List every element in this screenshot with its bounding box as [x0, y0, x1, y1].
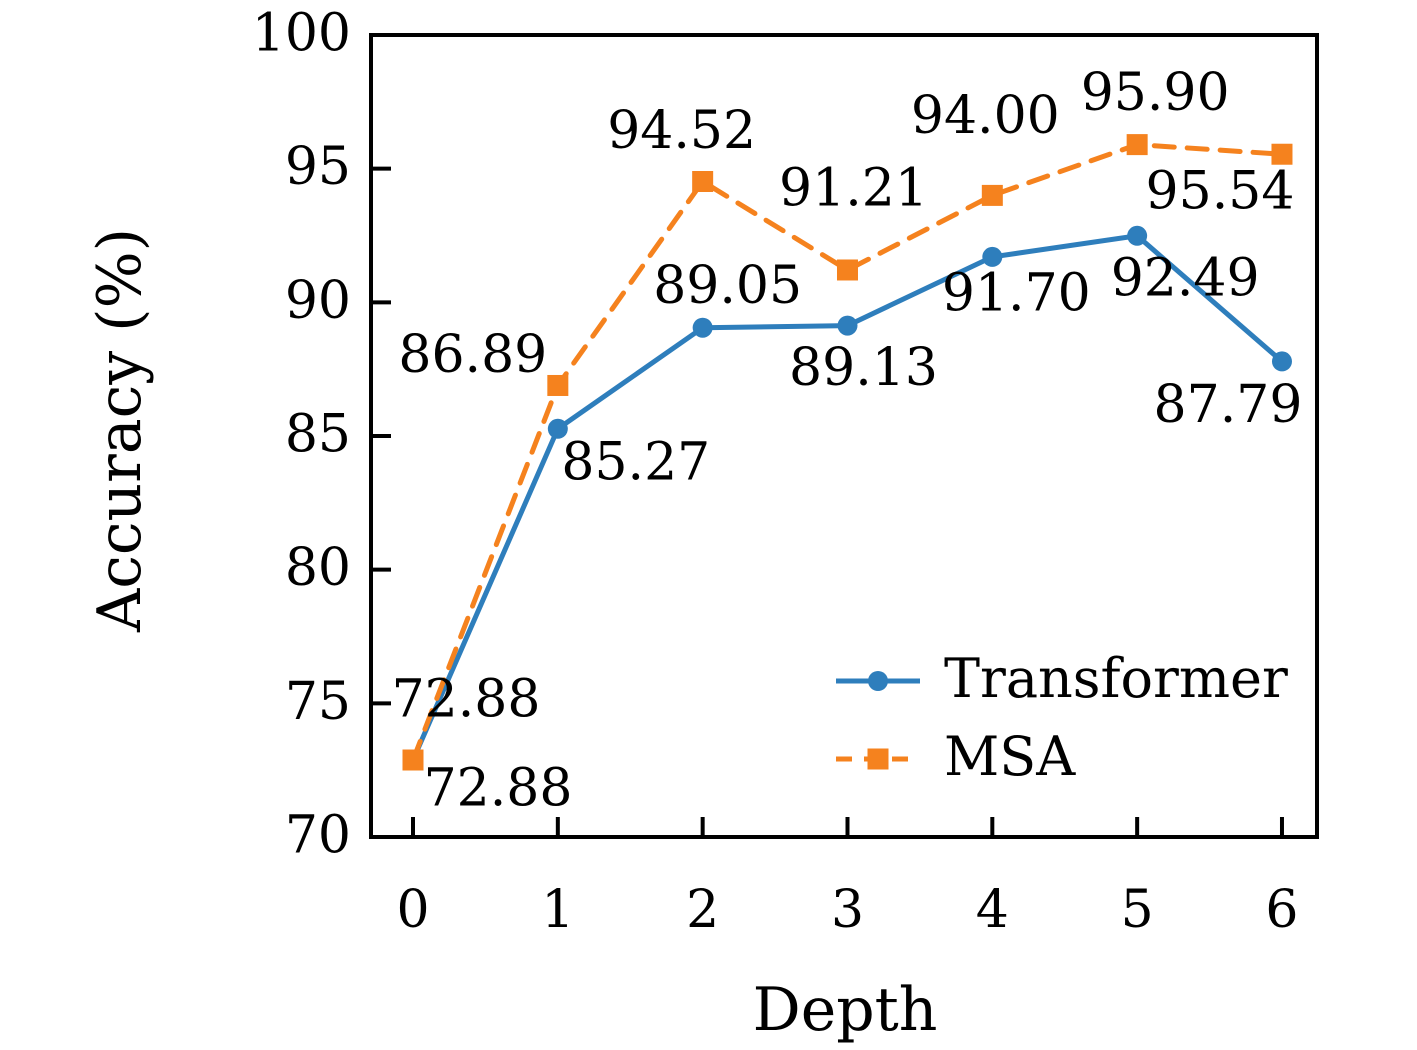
- point-label-transformer: 89.05: [653, 256, 802, 316]
- y-tick-label: 85: [285, 405, 351, 465]
- point-label-msa: 95.54: [1146, 162, 1295, 222]
- point-label-msa: 72.88: [424, 759, 573, 819]
- y-tick-label: 70: [285, 806, 351, 866]
- point-label-msa: 94.00: [911, 86, 1060, 146]
- legend-label-msa: MSA: [944, 725, 1076, 788]
- x-tick-label: 2: [686, 880, 719, 940]
- point-label-msa: 95.90: [1081, 63, 1230, 123]
- marker-transformer: [1127, 225, 1148, 246]
- marker-msa: [981, 184, 1003, 206]
- y-tick-label: 80: [285, 538, 351, 598]
- point-label-transformer: 72.88: [392, 670, 541, 730]
- marker-msa: [402, 749, 424, 771]
- marker-transformer: [1271, 351, 1292, 372]
- x-tick-label: 1: [541, 880, 574, 940]
- x-tick-label: 0: [396, 880, 429, 940]
- y-axis-title: Accuracy (%): [85, 227, 155, 633]
- point-label-transformer: 87.79: [1154, 375, 1303, 435]
- y-tick-label: 90: [285, 271, 351, 331]
- x-tick-label: 4: [976, 880, 1009, 940]
- marker-msa: [836, 259, 858, 281]
- legend-marker-msa: [867, 748, 889, 770]
- x-tick-label: 6: [1265, 880, 1298, 940]
- x-tick-label: 5: [1121, 880, 1154, 940]
- legend-label-transformer: Transformer: [944, 647, 1288, 710]
- point-label-transformer: 85.27: [561, 432, 710, 492]
- x-axis-title: Depth: [752, 975, 938, 1045]
- point-label-msa: 91.21: [779, 158, 928, 218]
- point-label-msa: 86.89: [398, 325, 547, 385]
- y-tick-label: 95: [285, 137, 351, 197]
- marker-msa: [547, 374, 569, 396]
- marker-msa: [692, 170, 714, 192]
- marker-msa: [1126, 134, 1148, 156]
- marker-transformer: [982, 246, 1003, 267]
- point-label-msa: 94.52: [607, 101, 756, 161]
- y-tick-label: 75: [285, 672, 351, 732]
- marker-transformer: [692, 317, 713, 338]
- y-tick-label: 100: [252, 4, 351, 64]
- x-tick-label: 3: [831, 880, 864, 940]
- point-label-transformer: 89.13: [789, 338, 938, 398]
- marker-transformer: [837, 315, 858, 336]
- point-label-transformer: 92.49: [1111, 248, 1260, 308]
- marker-transformer: [547, 418, 568, 439]
- marker-msa: [1271, 143, 1293, 165]
- legend-marker-transformer: [868, 671, 888, 691]
- point-label-transformer: 91.70: [942, 263, 1091, 323]
